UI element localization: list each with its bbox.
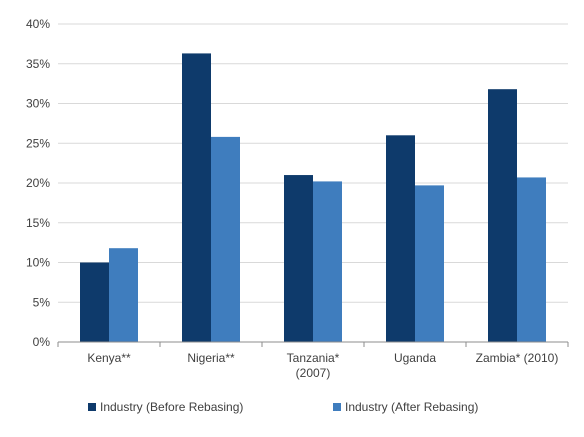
y-tick-label: 0% <box>33 335 51 349</box>
x-tick-label: Zambia* (2010) <box>476 351 559 365</box>
bar <box>517 177 546 342</box>
bar <box>80 262 109 342</box>
y-tick-label: 5% <box>33 295 51 309</box>
y-tick-label: 20% <box>26 176 50 190</box>
x-tick-label: (2007) <box>296 366 331 380</box>
bars <box>80 53 546 342</box>
y-tick-label: 40% <box>26 17 50 31</box>
bar <box>211 136 240 342</box>
y-tick-label: 25% <box>26 136 50 150</box>
legend-swatch <box>333 403 341 411</box>
legend-label: Industry (Before Rebasing) <box>100 400 243 414</box>
bar <box>182 53 211 342</box>
legend-swatch <box>88 403 96 411</box>
y-tick-label: 35% <box>26 57 50 71</box>
bar <box>415 185 444 342</box>
y-tick-label: 10% <box>26 256 50 270</box>
legend: Industry (Before Rebasing) Industry (Afte… <box>88 400 478 414</box>
legend-label: Industry (After Rebasing) <box>345 400 478 414</box>
x-tick-label: Uganda <box>394 351 436 365</box>
bar <box>313 181 342 342</box>
y-tick-label: 15% <box>26 216 50 230</box>
bar <box>386 135 415 342</box>
x-tick-label: Kenya** <box>87 351 131 365</box>
bar <box>488 89 517 342</box>
bar <box>284 175 313 342</box>
x-tick-label: Tanzania* <box>287 351 340 365</box>
y-axis-ticks: 0% 5% 10% 15% 20% 25% 30% 35% 40% <box>26 17 50 349</box>
y-tick-label: 30% <box>26 97 50 111</box>
x-tick-label: Nigeria** <box>187 351 235 365</box>
x-axis-ticks: Kenya** Nigeria** Tanzania*(2007) Uganda Zam… <box>57 342 569 380</box>
bar <box>109 248 138 342</box>
